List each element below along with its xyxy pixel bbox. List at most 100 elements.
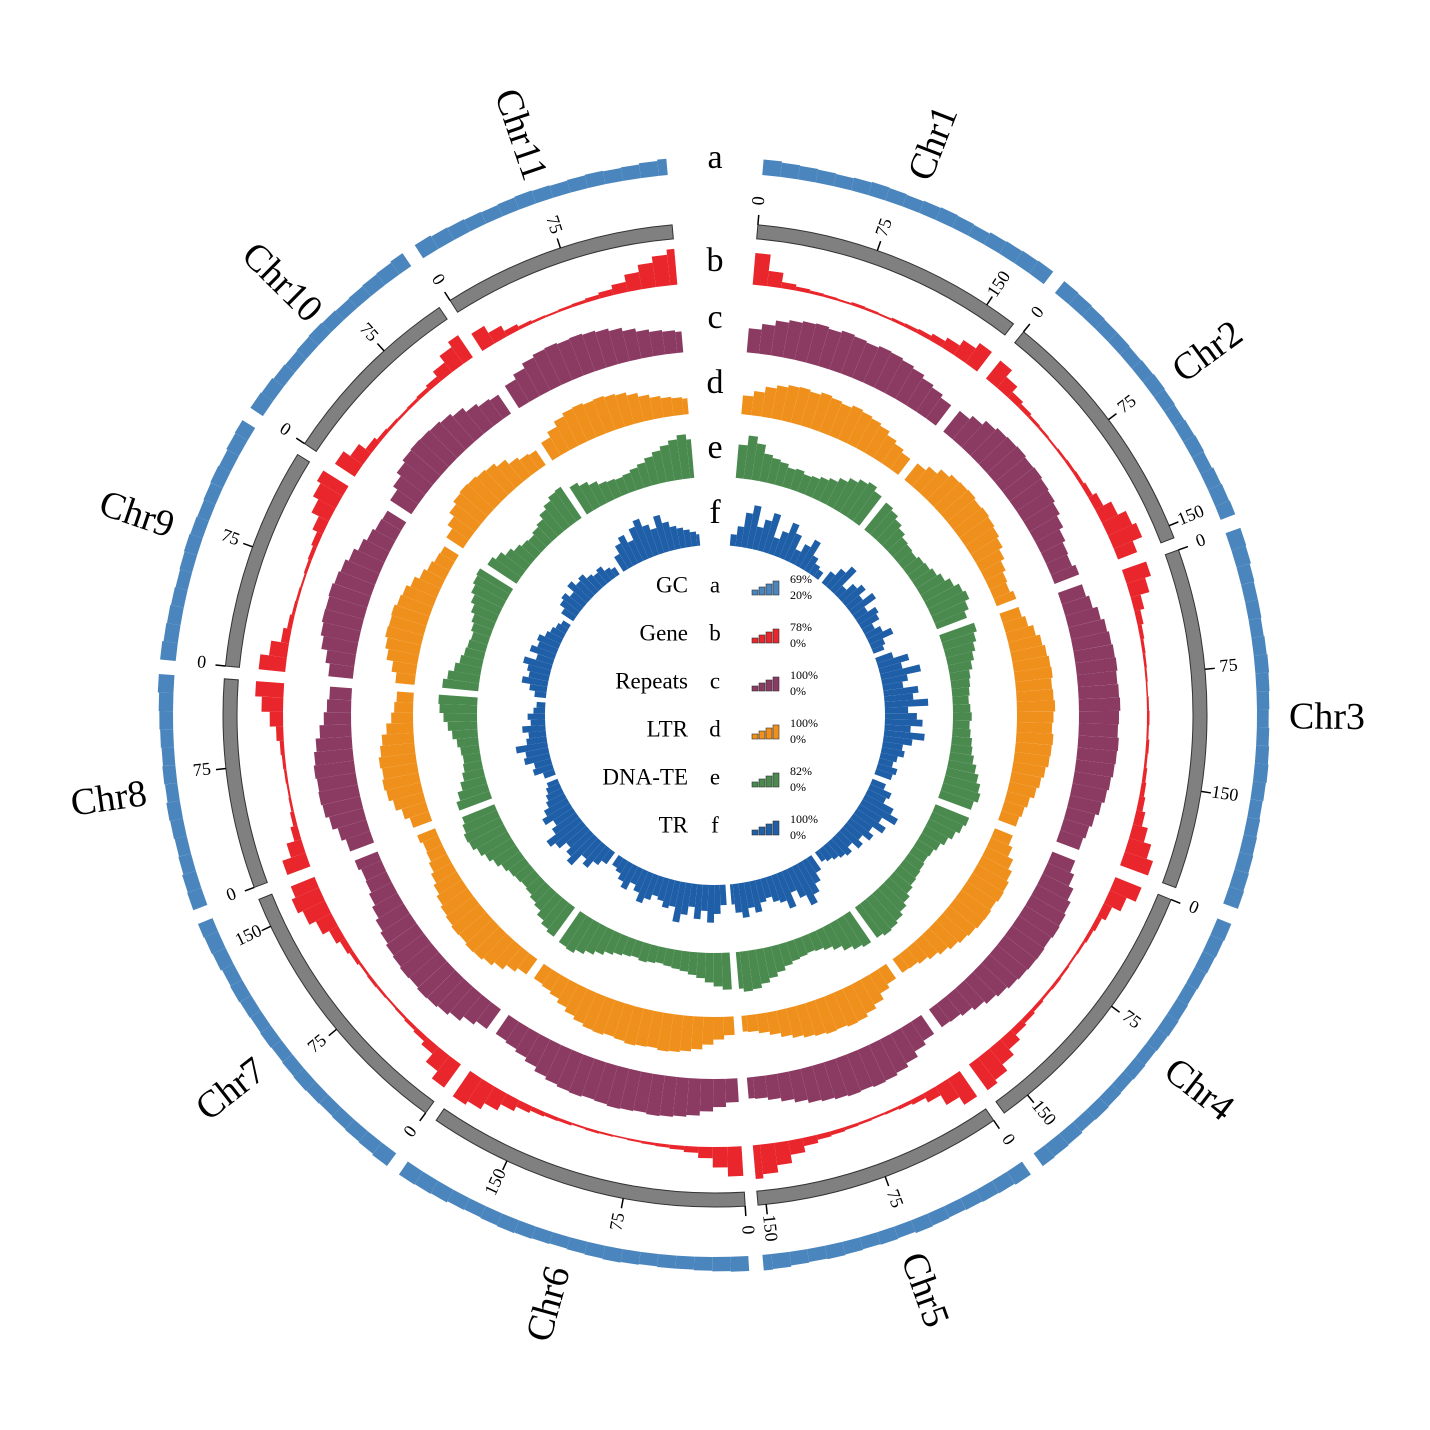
legend-max: 100% — [790, 812, 818, 826]
track-bar — [1023, 502, 1060, 532]
track-bar — [316, 772, 358, 792]
track-bar — [549, 180, 571, 198]
track-bar — [283, 769, 289, 784]
track-bar — [536, 892, 563, 921]
track-bar — [885, 188, 907, 207]
track-bar — [312, 516, 329, 535]
legend-icon — [751, 685, 759, 692]
track-bar — [679, 1015, 694, 1052]
chromosome-band — [1014, 331, 1175, 544]
track-bar — [410, 576, 441, 598]
track-bar — [250, 1010, 271, 1033]
track-bar — [536, 701, 546, 709]
track-bar — [686, 439, 695, 479]
track-bar — [282, 852, 311, 876]
track-bar — [562, 408, 588, 446]
track-bar — [646, 1073, 665, 1117]
track-bar — [914, 935, 938, 960]
track-bar — [391, 604, 430, 627]
track-bar — [234, 420, 256, 441]
track-bar — [287, 614, 295, 630]
track-bar — [781, 869, 797, 893]
track-bar — [296, 336, 319, 359]
legend-icon — [772, 676, 780, 692]
track-bar — [904, 852, 925, 871]
track-bar — [522, 725, 546, 733]
track-bar — [859, 898, 892, 936]
track-bar — [598, 1131, 614, 1137]
track-bar — [991, 828, 1013, 846]
track-bar — [1146, 1028, 1168, 1052]
track-bar — [260, 1025, 282, 1048]
track-bar — [558, 304, 573, 313]
track-bar — [402, 450, 441, 486]
track-bar — [624, 1006, 644, 1046]
track-bar — [489, 394, 512, 420]
track-bar — [476, 1002, 501, 1029]
track-bar — [387, 418, 399, 432]
track-bar — [747, 949, 763, 990]
track-bar — [916, 573, 945, 596]
track-bar — [530, 1106, 546, 1117]
track-bar — [158, 692, 174, 712]
track-bar — [1200, 467, 1222, 490]
track-bar — [943, 775, 981, 794]
track-bar — [1225, 527, 1247, 551]
legend-icon — [751, 637, 759, 644]
tick-mark — [876, 240, 882, 251]
track-bar — [676, 434, 691, 480]
track-bar — [483, 933, 514, 966]
track-bar — [182, 870, 202, 893]
track-bar — [382, 772, 421, 791]
track-bar — [952, 703, 971, 713]
track-bar — [756, 1012, 770, 1034]
track-bar — [782, 467, 797, 490]
track-bar — [801, 858, 821, 884]
track-bar — [460, 744, 480, 756]
track-bar — [867, 627, 894, 645]
track-bar — [953, 339, 976, 364]
track-bar — [788, 1068, 808, 1103]
track-bar — [258, 654, 287, 672]
track-bar — [320, 622, 361, 643]
track-bar — [649, 330, 666, 357]
track-bar — [1126, 577, 1150, 598]
track-bar — [302, 900, 332, 925]
track-bar — [425, 1046, 450, 1072]
track-bar — [1004, 791, 1030, 808]
tick-label: 0 — [196, 651, 207, 672]
track-bar — [1111, 1071, 1134, 1093]
track-bar — [516, 1100, 533, 1113]
track-bar — [497, 197, 520, 217]
track-bar — [646, 1010, 664, 1049]
chromosome-label: Chr4 — [1156, 1049, 1242, 1129]
track-bar — [819, 397, 843, 436]
track-bar — [799, 539, 821, 571]
track-bar — [835, 1054, 862, 1097]
track-bar — [163, 622, 181, 644]
track-bar — [521, 676, 549, 687]
track-bar — [431, 1055, 461, 1088]
track-bar — [938, 790, 974, 810]
track-bar — [349, 950, 361, 965]
track-bar — [824, 992, 848, 1030]
tick-mark — [1204, 667, 1215, 670]
tick-mark — [744, 1206, 747, 1217]
track-bar — [735, 526, 745, 547]
track-bar — [633, 1071, 654, 1113]
track-bar — [564, 984, 588, 1017]
track-bar — [595, 328, 618, 368]
track-bar — [804, 475, 821, 498]
tick-label: 75 — [871, 215, 896, 239]
track-bar — [1120, 851, 1154, 876]
track-bar — [638, 1251, 659, 1267]
track-bar — [770, 944, 786, 973]
track-bar — [723, 1016, 735, 1036]
track-bar — [973, 963, 1008, 997]
track-bar — [471, 613, 496, 630]
track-bar — [440, 546, 459, 562]
track-bar — [626, 392, 645, 424]
track-bar — [794, 321, 817, 363]
track-bar — [707, 884, 715, 923]
track-bar — [596, 566, 612, 584]
